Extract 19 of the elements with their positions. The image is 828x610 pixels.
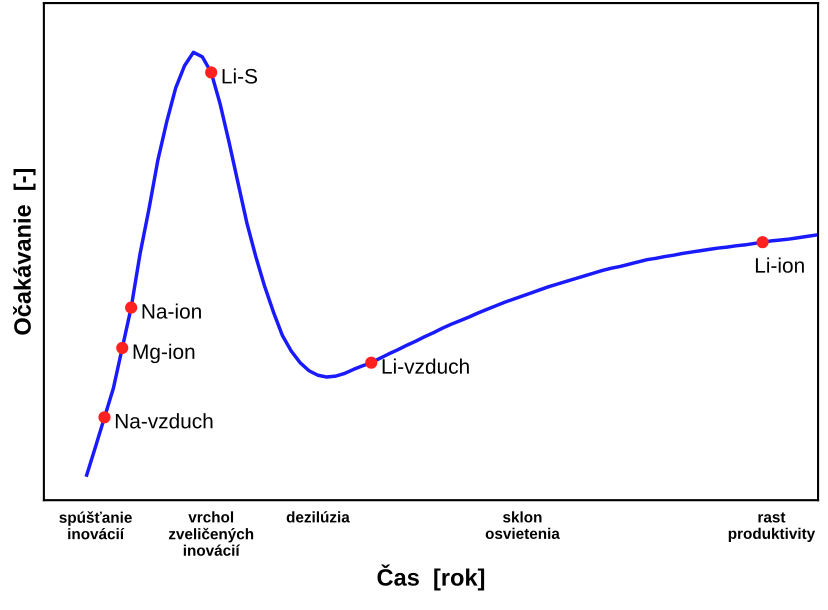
annotation: Li-vzduch <box>382 358 469 374</box>
annotation: Li-ion <box>756 258 804 273</box>
y-axis-title: Očakávanie [-] <box>13 168 36 335</box>
x-tick-label: sklon osvietenia <box>486 511 560 539</box>
point <box>205 66 218 79</box>
annotation: Na-vzduch <box>116 413 212 428</box>
point <box>98 411 111 424</box>
point <box>756 236 769 248</box>
x-tick-label: rast produktivity <box>728 512 816 542</box>
annotation: Na-ion <box>142 303 201 319</box>
point <box>125 302 138 314</box>
x-tick-label: spúšťanie inovácií <box>59 511 132 540</box>
point <box>116 342 128 354</box>
annotation: Mg-ion <box>134 344 194 364</box>
x-axis-title: Čas [rok] <box>377 564 484 590</box>
x-tick-label: dezilúzia <box>286 511 350 523</box>
point <box>365 356 378 369</box>
annotation: Li-S <box>222 68 258 84</box>
x-tick-label: vrchol zveličených inovácií <box>168 511 254 556</box>
